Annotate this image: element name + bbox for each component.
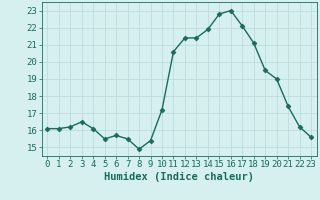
X-axis label: Humidex (Indice chaleur): Humidex (Indice chaleur): [104, 172, 254, 182]
